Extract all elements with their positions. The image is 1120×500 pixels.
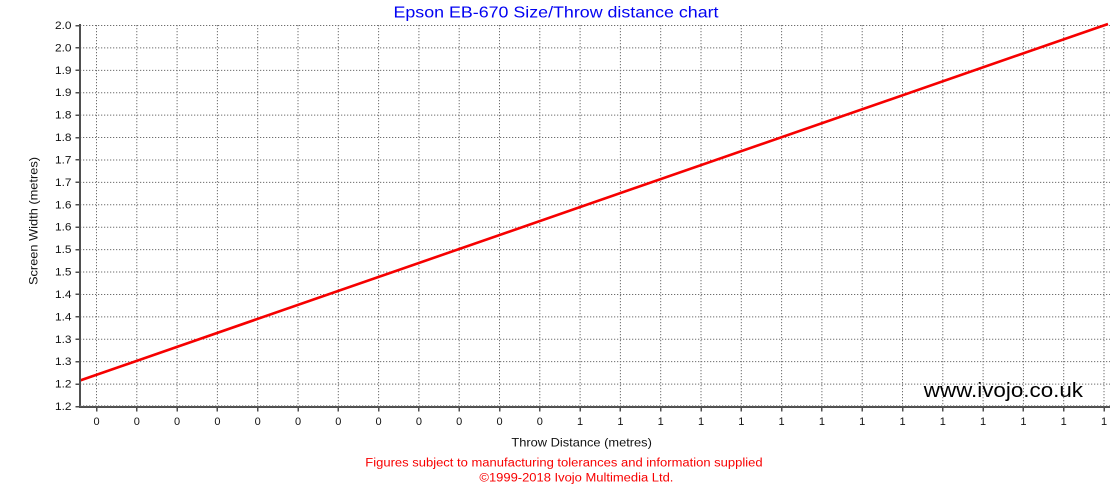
- svg-text:0: 0: [496, 416, 502, 428]
- svg-text:2.0: 2.0: [55, 20, 72, 32]
- svg-text:0: 0: [134, 416, 140, 428]
- svg-text:1.8: 1.8: [55, 110, 72, 122]
- svg-text:2.0: 2.0: [55, 42, 72, 54]
- svg-text:1.7: 1.7: [55, 177, 72, 189]
- svg-text:1.6: 1.6: [55, 222, 72, 234]
- svg-text:1: 1: [617, 416, 623, 428]
- svg-text:1: 1: [698, 416, 704, 428]
- svg-text:1: 1: [940, 416, 946, 428]
- svg-text:1: 1: [1101, 416, 1107, 428]
- svg-text:1: 1: [980, 416, 986, 428]
- svg-text:Screen Width (metres): Screen Width (metres): [27, 157, 41, 285]
- svg-text:1.3: 1.3: [55, 334, 72, 346]
- svg-text:©1999-2018 Ivojo Multimedia Lt: ©1999-2018 Ivojo Multimedia Ltd.: [479, 472, 673, 484]
- svg-text:1: 1: [819, 416, 825, 428]
- svg-text:1.8: 1.8: [55, 132, 72, 144]
- svg-text:1.9: 1.9: [55, 65, 72, 77]
- svg-text:1.4: 1.4: [55, 311, 72, 323]
- svg-text:1: 1: [1061, 416, 1067, 428]
- svg-text:Figures subject to manufacturi: Figures subject to manufacturing toleran…: [365, 458, 762, 470]
- svg-text:www.ivojo.co.uk: www.ivojo.co.uk: [923, 379, 1084, 402]
- svg-text:Epson EB-670 Size/Throw distan: Epson EB-670 Size/Throw distance chart: [394, 5, 720, 22]
- svg-text:1: 1: [859, 416, 865, 428]
- svg-text:1: 1: [658, 416, 664, 428]
- svg-text:0: 0: [537, 416, 543, 428]
- svg-text:1: 1: [1020, 416, 1026, 428]
- svg-text:0: 0: [335, 416, 341, 428]
- svg-text:1.3: 1.3: [55, 356, 72, 368]
- svg-text:1.7: 1.7: [55, 154, 72, 166]
- svg-text:1.6: 1.6: [55, 199, 72, 211]
- svg-text:0: 0: [174, 416, 180, 428]
- svg-text:1.2: 1.2: [55, 379, 72, 391]
- svg-text:0: 0: [255, 416, 261, 428]
- svg-text:Throw Distance (metres): Throw Distance (metres): [511, 436, 652, 450]
- svg-text:1: 1: [899, 416, 905, 428]
- svg-text:0: 0: [456, 416, 462, 428]
- svg-text:1.2: 1.2: [55, 401, 72, 413]
- svg-text:1.5: 1.5: [55, 267, 72, 279]
- svg-text:1.5: 1.5: [55, 244, 72, 256]
- svg-text:0: 0: [295, 416, 301, 428]
- svg-text:1.4: 1.4: [55, 289, 72, 301]
- svg-text:0: 0: [93, 416, 99, 428]
- svg-text:1: 1: [577, 416, 583, 428]
- svg-text:1.9: 1.9: [55, 87, 72, 99]
- svg-text:1: 1: [779, 416, 785, 428]
- svg-text:0: 0: [214, 416, 220, 428]
- svg-text:1: 1: [738, 416, 744, 428]
- svg-text:0: 0: [416, 416, 422, 428]
- svg-text:0: 0: [376, 416, 382, 428]
